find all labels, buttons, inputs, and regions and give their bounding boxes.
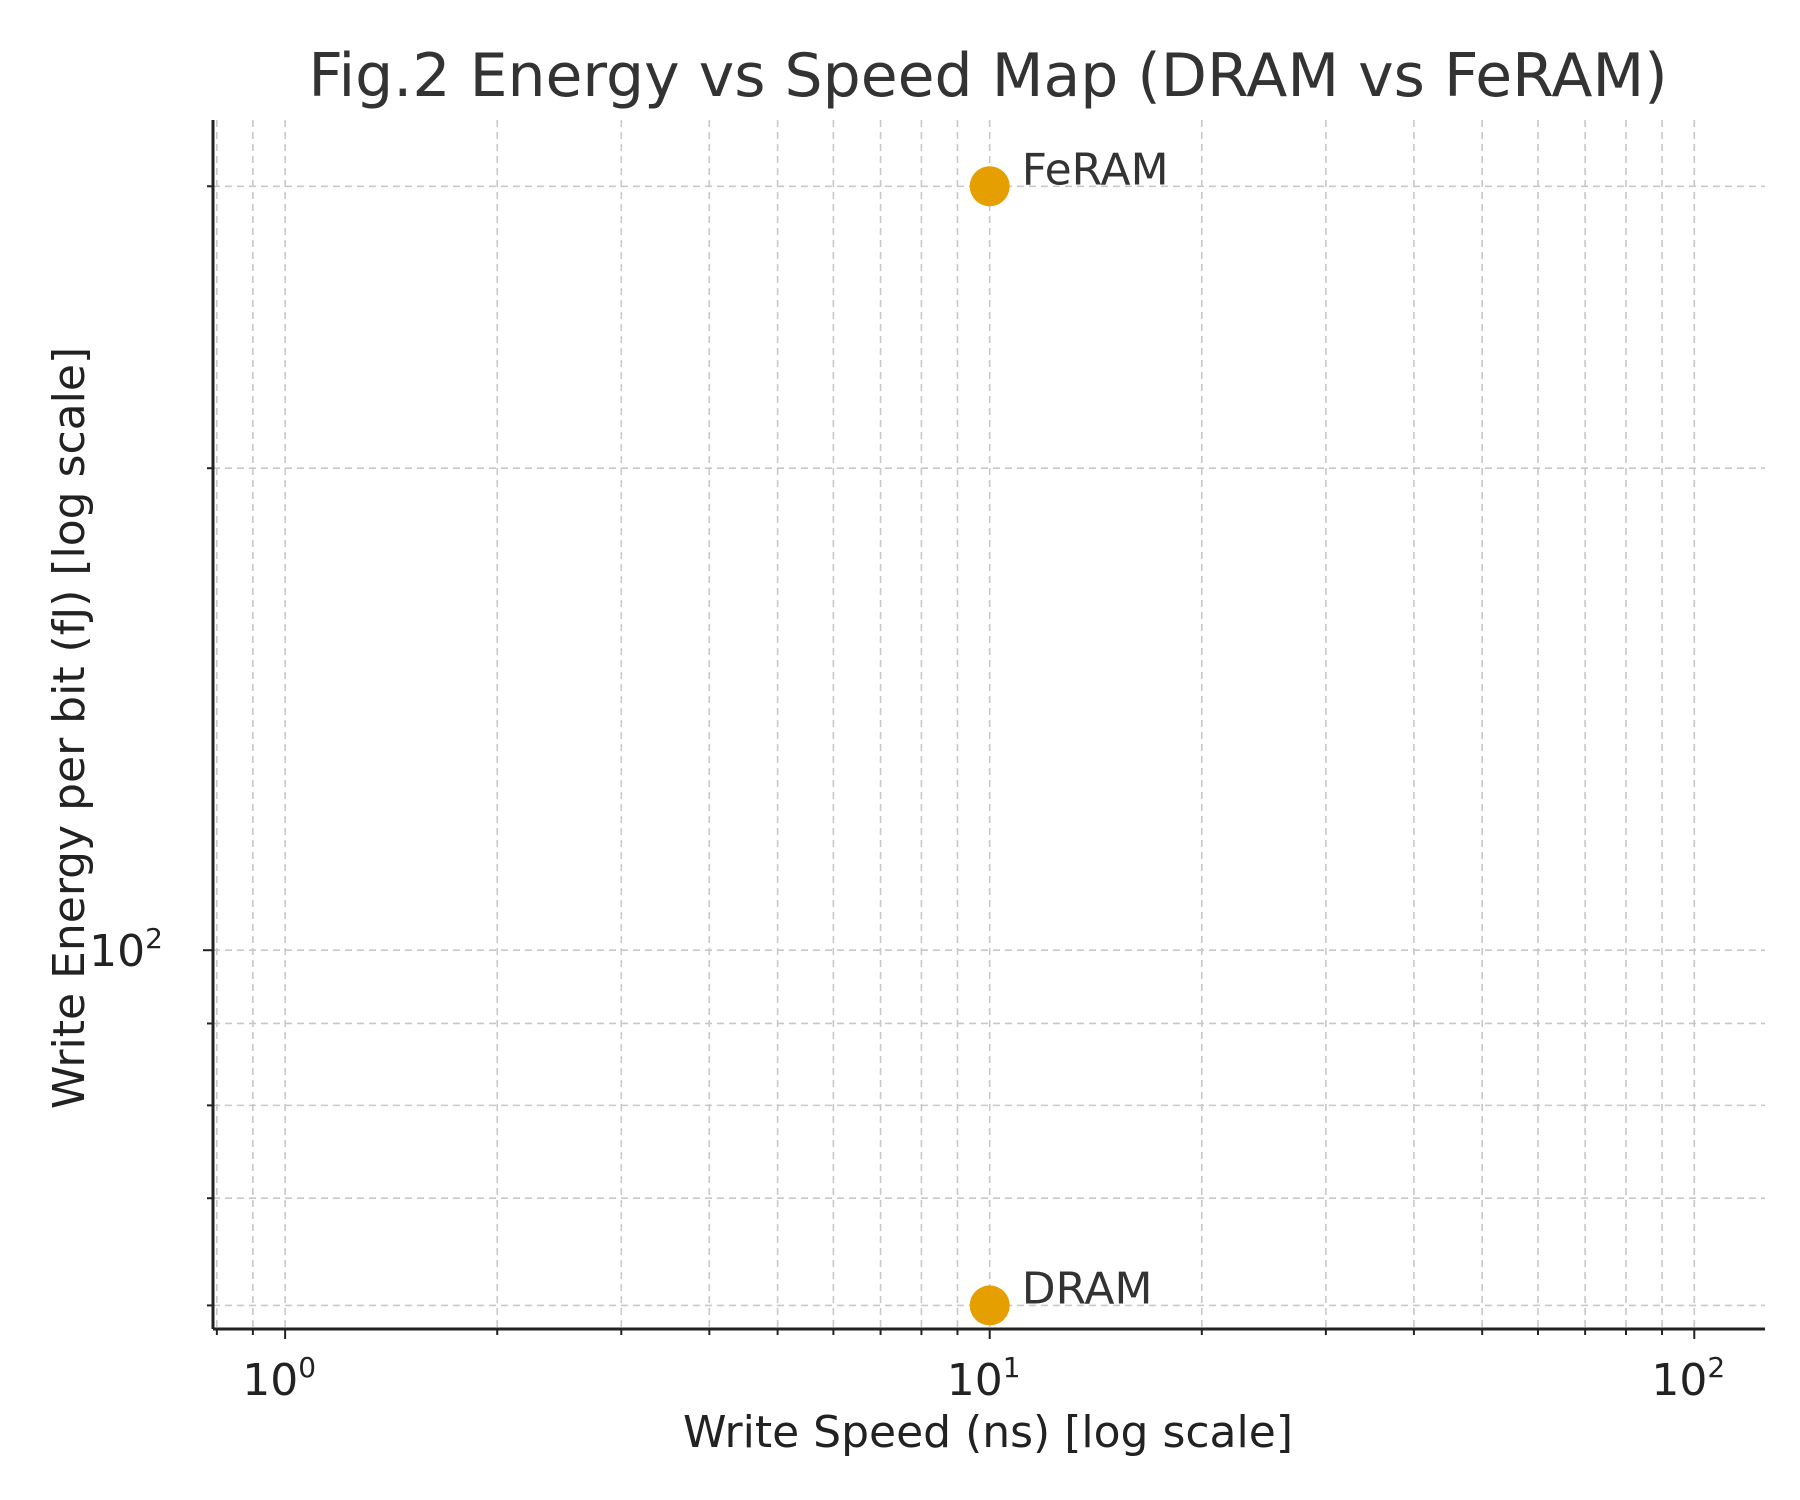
x-axis-label: Write Speed (ns) [log scale] <box>683 1407 1293 1458</box>
chart-title: Fig.2 Energy vs Speed Map (DRAM vs FeRAM… <box>308 41 1667 111</box>
data-points: DRAM FeRAM <box>969 144 1169 1326</box>
grid <box>213 120 1765 1329</box>
point-label-feram: FeRAM <box>1022 144 1169 195</box>
x-tick-label: 101 <box>947 1351 1021 1406</box>
data-point-dram <box>969 1285 1010 1326</box>
data-point-feram <box>969 166 1010 207</box>
point-label-dram: DRAM <box>1022 1263 1153 1314</box>
y-tick-label: 102 <box>89 922 163 977</box>
y-axis-label: Write Energy per bit (fJ) [log scale] <box>44 347 95 1109</box>
axes <box>203 120 1765 1339</box>
x-tick-label: 102 <box>1651 1351 1725 1406</box>
tick-labels: 100 101 102 102 <box>89 922 1725 1406</box>
x-tick-label: 100 <box>242 1351 316 1406</box>
